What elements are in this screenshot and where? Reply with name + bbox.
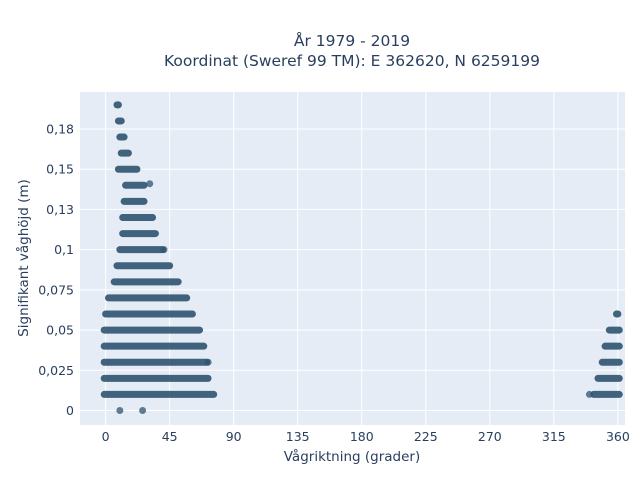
y-tick-label: 0,1 [54, 242, 74, 257]
grid-lines [80, 92, 625, 425]
x-tick-label: 0 [102, 429, 110, 444]
x-tick-label: 225 [414, 429, 438, 444]
x-tick-labels: 0 45 90 135 180 225 270 315 360 [102, 429, 630, 444]
x-tick-label: 45 [162, 429, 178, 444]
data-point [116, 407, 124, 415]
y-tick-labels: 0 0,025 0,05 0,075 0,1 0,13 0,15 0,18 [38, 122, 74, 419]
x-tick-label: 270 [478, 429, 502, 444]
x-tick-label: 90 [226, 429, 242, 444]
y-tick-label: 0,025 [38, 363, 74, 378]
chart-title-line2: Koordinat (Sweref 99 TM): E 362620, N 62… [164, 52, 540, 70]
data-point [139, 407, 147, 415]
x-axis-title: Vågriktning (grader) [284, 448, 421, 465]
plot-area [80, 92, 625, 425]
chart-title-line1: År 1979 - 2019 [294, 31, 410, 50]
data-point [585, 390, 593, 398]
data-point [204, 358, 212, 366]
y-tick-label: 0,05 [46, 323, 74, 338]
x-tick-label: 135 [286, 429, 310, 444]
y-axis-title: Signifikant våghöjd (m) [15, 179, 32, 337]
y-tick-label: 0,075 [38, 282, 74, 297]
y-tick-label: 0,15 [46, 162, 74, 177]
x-tick-label: 315 [542, 429, 566, 444]
data-points [100, 101, 623, 415]
x-tick-label: 180 [350, 429, 374, 444]
y-tick-label: 0,18 [46, 122, 74, 137]
y-tick-label: 0 [66, 403, 74, 418]
x-tick-label: 360 [606, 429, 630, 444]
y-tick-label: 0,13 [46, 202, 74, 217]
data-point [160, 246, 168, 254]
data-point [146, 180, 154, 188]
